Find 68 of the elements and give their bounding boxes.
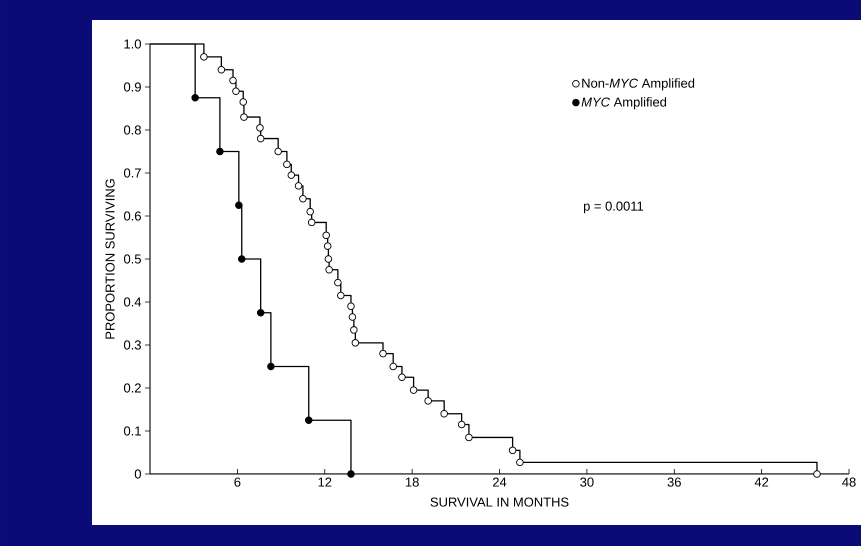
- y-tick-label: 0.4: [124, 297, 142, 307]
- point: [235, 201, 243, 209]
- point: [306, 208, 314, 216]
- legend-label: Non-MYC Amplified: [582, 78, 694, 90]
- point: [440, 410, 448, 418]
- y-tick-label: 0.7: [124, 168, 141, 178]
- point: [813, 470, 821, 478]
- point: [347, 302, 355, 310]
- point: [508, 446, 516, 454]
- point: [200, 53, 208, 61]
- point: [299, 195, 307, 203]
- x-tick-label: 30: [580, 478, 594, 487]
- x-tick-label: 18: [406, 478, 419, 487]
- annotation: p = 0.0011: [584, 202, 644, 214]
- x-tick-label: 48: [842, 478, 856, 487]
- point: [458, 420, 466, 428]
- point: [398, 373, 406, 381]
- y-tick-label: 0: [134, 469, 141, 479]
- point: [304, 416, 312, 424]
- point: [379, 350, 387, 358]
- point: [324, 242, 332, 250]
- point: [347, 470, 355, 478]
- x-tick-label: 24: [492, 478, 506, 487]
- point: [274, 148, 282, 156]
- point: [218, 66, 226, 74]
- x-axis-title: SURVIVAL IN MONTHS: [430, 498, 568, 507]
- point: [238, 255, 246, 263]
- y-tick-label: 0.8: [124, 125, 141, 135]
- point: [229, 76, 237, 84]
- y-tick-label: 1.0: [124, 39, 141, 49]
- point: [216, 148, 224, 156]
- y-tick-label: 0.5: [124, 254, 141, 264]
- point: [256, 124, 264, 132]
- point: [424, 397, 432, 405]
- point: [389, 362, 397, 370]
- x-tick-label: 42: [754, 478, 768, 487]
- y-axis-title: PROPORTION SURVIVING: [105, 179, 115, 339]
- point: [191, 94, 199, 102]
- y-tick-label: 0.2: [124, 383, 141, 393]
- point: [256, 134, 264, 142]
- point: [337, 292, 345, 300]
- point: [294, 182, 302, 190]
- y-tick-label: 0.3: [124, 340, 141, 350]
- point: [288, 171, 296, 179]
- point: [283, 160, 291, 168]
- point: [322, 232, 330, 240]
- point: [239, 98, 247, 106]
- point: [256, 308, 264, 316]
- point: [232, 88, 240, 96]
- point: [410, 386, 418, 394]
- point: [516, 458, 524, 466]
- point: [352, 339, 360, 347]
- y-tick-label: 0.6: [124, 211, 141, 221]
- point: [465, 434, 473, 442]
- x-tick-label: 6: [234, 478, 240, 487]
- point: [350, 326, 358, 334]
- point: [240, 113, 248, 121]
- point: [325, 266, 333, 274]
- point: [308, 218, 316, 226]
- point: [348, 313, 356, 321]
- x-tick-label: 36: [668, 478, 681, 487]
- legend-label: MYC Amplified: [582, 97, 666, 110]
- point: [334, 278, 342, 286]
- y-tick-label: 0.1: [124, 426, 141, 436]
- x-tick-label: 12: [318, 478, 332, 487]
- point: [324, 255, 332, 263]
- y-tick-label: 0.9: [124, 82, 141, 92]
- point: [267, 362, 275, 370]
